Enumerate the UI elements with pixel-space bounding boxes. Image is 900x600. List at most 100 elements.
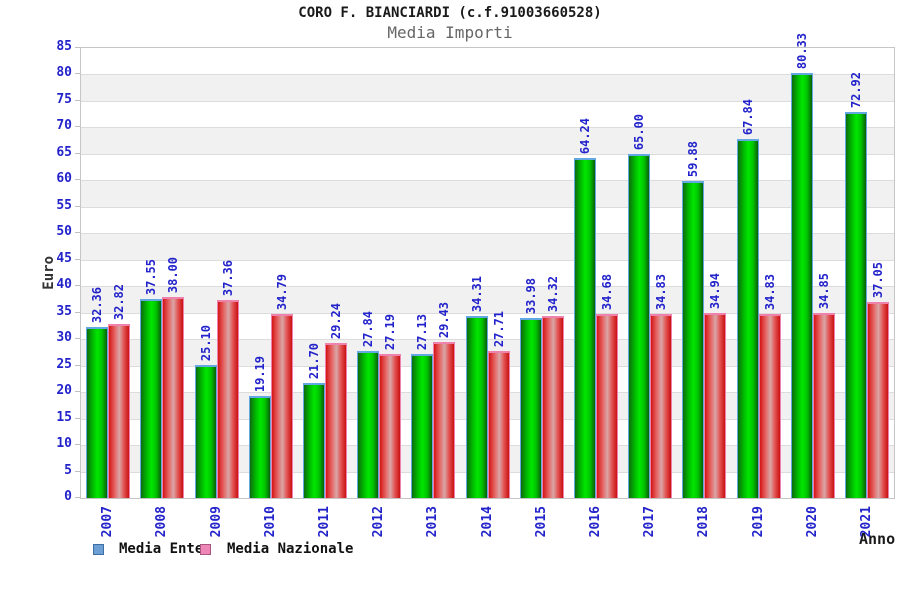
legend-label-media-ente: Media Ente [119, 541, 204, 557]
x-tick-label: 2008 [154, 506, 169, 538]
y-tick-mark [75, 126, 80, 127]
bar-media-ente [411, 354, 433, 498]
bar-value-label: 34.79 [275, 273, 289, 310]
bar-media-ente [357, 351, 379, 498]
y-tick-mark [75, 285, 80, 286]
bar-media-ente [249, 396, 271, 498]
bar-value-label: 27.13 [415, 313, 429, 350]
bar-value-label: 80.33 [795, 32, 809, 69]
bar-media-ente [574, 158, 596, 498]
bar-value-label: 34.85 [817, 272, 831, 309]
bar-value-label: 34.94 [708, 272, 722, 309]
bar-media-ente [195, 365, 217, 498]
bar-value-label: 21.70 [307, 342, 321, 379]
x-tick-label: 2020 [805, 506, 820, 538]
x-tick-label: 2015 [534, 506, 549, 538]
bar-value-label: 29.24 [329, 302, 343, 339]
x-tick-label: 2012 [371, 506, 386, 538]
bar-media-nazionale [650, 314, 672, 498]
y-tick-label: 20 [56, 383, 72, 398]
y-tick-label: 15 [56, 410, 72, 425]
y-tick-label: 0 [64, 489, 72, 504]
y-tick-label: 75 [56, 92, 72, 107]
chart-title: CORO F. BIANCIARDI (c.f.91003660528) [298, 5, 602, 21]
bar-media-nazionale [704, 313, 726, 498]
gridline [81, 154, 894, 155]
y-tick-label: 60 [56, 171, 72, 186]
y-tick-mark [75, 497, 80, 498]
bar-media-nazionale [162, 297, 184, 498]
bar-media-ente [140, 299, 162, 498]
x-tick-label: 2009 [209, 506, 224, 538]
y-tick-label: 55 [56, 198, 72, 213]
gridline [81, 233, 894, 234]
bar-value-label: 38.00 [166, 256, 180, 293]
grid-band [81, 100, 894, 128]
bar-media-ente [845, 112, 867, 498]
bar-value-label: 72.92 [849, 71, 863, 108]
y-tick-label: 65 [56, 145, 72, 160]
chart-subtitle: Media Importi [387, 23, 513, 42]
y-tick-mark [75, 418, 80, 419]
x-tick-label: 2021 [859, 506, 874, 538]
x-axis-title: Anno [859, 530, 896, 548]
grid-band [81, 74, 894, 101]
bar-value-label: 34.83 [763, 273, 777, 310]
y-tick-mark [75, 232, 80, 233]
bar-value-label: 33.98 [524, 277, 538, 314]
gridline [81, 101, 894, 102]
y-tick-label: 45 [56, 251, 72, 266]
bar-media-nazionale [867, 302, 889, 498]
y-tick-label: 5 [64, 463, 72, 478]
y-tick-mark [75, 312, 80, 313]
y-tick-label: 50 [56, 224, 72, 239]
legend-marker-media-nazionale [200, 544, 211, 555]
x-tick-label: 2018 [696, 506, 711, 538]
bar-value-label: 27.71 [492, 310, 506, 347]
bar-media-ente [791, 73, 813, 498]
gridline [81, 180, 894, 181]
bar-value-label: 34.32 [546, 275, 560, 312]
x-tick-label: 2013 [425, 506, 440, 538]
legend-label-media-nazionale: Media Nazionale [227, 541, 354, 557]
bar-value-label: 29.43 [437, 301, 451, 338]
gridline [81, 207, 894, 208]
y-tick-mark [75, 179, 80, 180]
y-tick-label: 10 [56, 436, 72, 451]
y-tick-mark [75, 153, 80, 154]
plot-area: 32.36 32.82 37.55 38.00 25.10 37.36 19.19 34.79… [80, 33, 895, 499]
y-tick-mark [75, 471, 80, 472]
bar-value-label: 67.84 [741, 98, 755, 135]
y-tick-mark [75, 365, 80, 366]
y-tick-mark [75, 259, 80, 260]
grid-band [81, 127, 894, 154]
y-tick-label: 70 [56, 118, 72, 133]
bar-media-ente [86, 327, 108, 498]
y-tick-mark [75, 444, 80, 445]
gridline [81, 313, 894, 314]
grid-band [81, 206, 894, 234]
bar-value-label: 37.55 [144, 258, 158, 295]
x-tick-label: 2014 [480, 506, 495, 538]
bar-value-label: 65.00 [632, 113, 646, 150]
bar-value-label: 34.31 [470, 275, 484, 312]
bar-value-label: 32.36 [90, 286, 104, 323]
bar-media-ente [682, 181, 704, 498]
y-tick-label: 40 [56, 277, 72, 292]
grid-band [81, 48, 894, 75]
grid-band [81, 180, 894, 207]
bar-value-label: 64.24 [578, 117, 592, 154]
gridline [81, 127, 894, 128]
bar-value-label: 37.36 [221, 259, 235, 296]
bar-value-label: 25.10 [199, 324, 213, 361]
bar-media-nazionale [433, 342, 455, 498]
gridline [81, 260, 894, 261]
bar-media-nazionale [759, 314, 781, 498]
y-tick-label: 30 [56, 330, 72, 345]
bar-value-label: 34.68 [600, 273, 614, 310]
y-axis: 0 5 10 15 20 25 30 35 40 45 50 55 60 65 70 75 80 85 [0, 39, 80, 507]
y-tick-mark [75, 100, 80, 101]
bar-value-label: 19.19 [253, 355, 267, 392]
gridline [81, 286, 894, 287]
bar-media-nazionale [325, 343, 347, 498]
